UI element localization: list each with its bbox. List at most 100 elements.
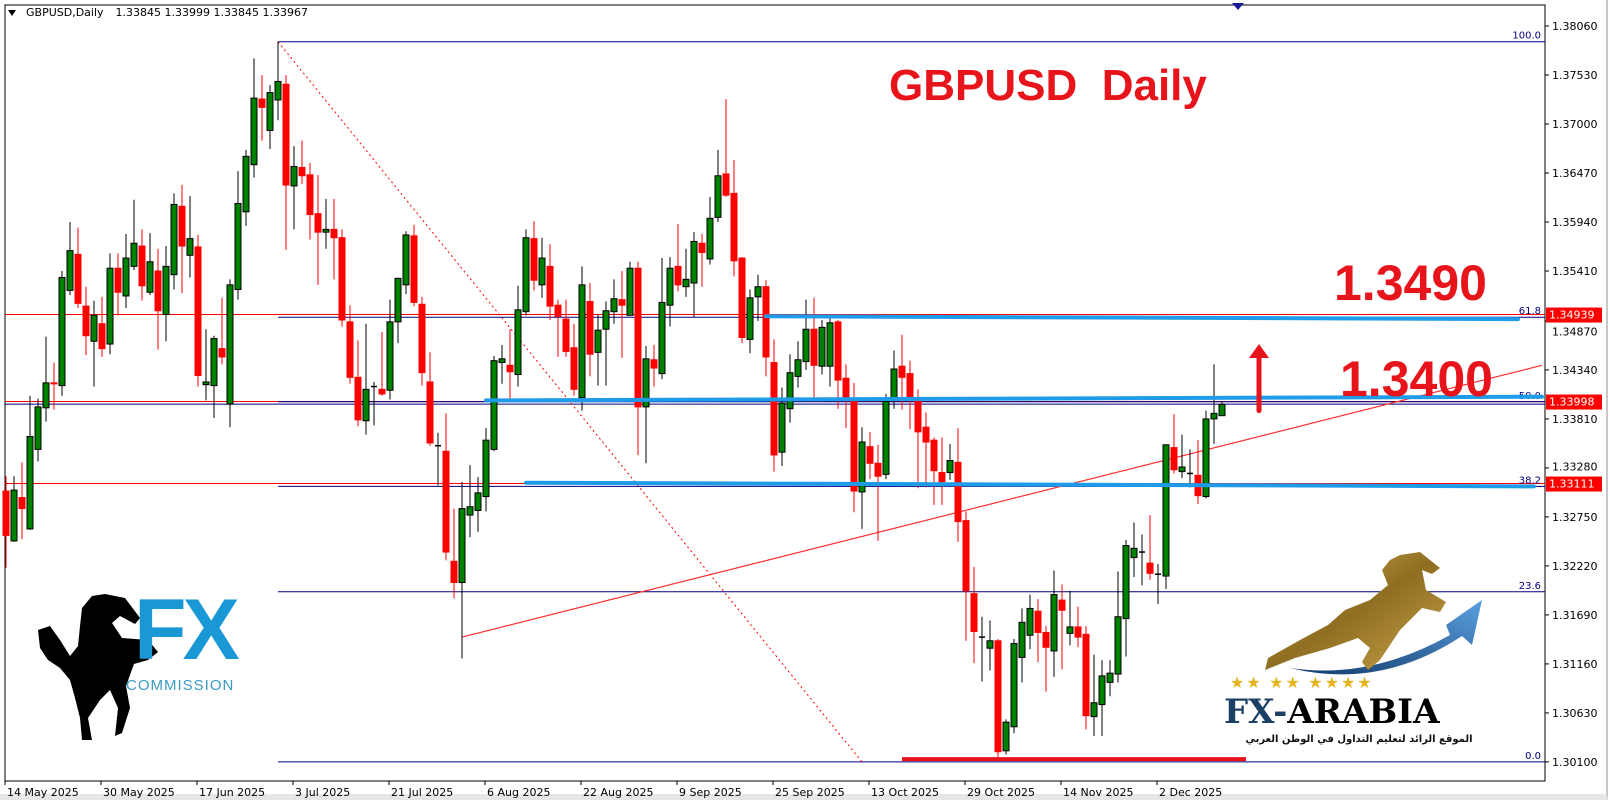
candle-body [970,593,978,633]
candle-body [354,376,362,421]
candle-body [826,322,834,367]
candle [426,352,434,446]
candle-body [818,326,826,367]
candle [866,431,874,480]
candle [122,234,130,308]
candle [626,261,634,316]
candle-body [538,257,546,286]
candle-body [450,560,458,584]
candle-body [122,257,130,297]
candle-body [474,492,482,511]
y-tick-label: 1.32220 [1552,560,1598,573]
candle-body [442,450,450,553]
target-price-annotation: 1.3490 [1334,255,1487,311]
candle-body [778,402,786,453]
candles [2,41,1226,758]
candle [1162,444,1170,590]
y-tick-label: 1.37000 [1552,118,1598,131]
candle [962,511,970,641]
candle-body [490,360,498,450]
y-tick-label: 1.30630 [1552,707,1598,720]
candle [74,227,82,308]
candle-body [554,304,562,317]
candle-body [1042,631,1050,648]
candle [850,382,858,513]
candle-body [834,321,842,381]
candle [538,237,546,298]
candle [450,508,458,599]
x-tick-label: 22 Aug 2025 [583,786,653,799]
candle-body [1098,675,1106,706]
menu-triangle-icon[interactable] [8,9,16,16]
candle-body [90,314,98,342]
y-tick-label: 1.33810 [1552,413,1598,426]
candle-body [82,305,90,337]
candle [282,74,290,250]
candle-body [482,439,490,498]
candle [714,149,722,222]
candle-body [498,358,506,364]
candle-body [226,284,234,405]
fx-arabia-tagline: الموقع الرائد لتعليم التداول في الوطن ال… [1245,734,1473,745]
candle [1114,571,1122,683]
candle [58,270,66,396]
candle-body [586,301,594,355]
candle [42,336,50,422]
candle [490,356,498,452]
candle [618,270,626,358]
candle [378,332,386,396]
candle [722,99,730,198]
candle-body [50,382,58,385]
up-arrow-head-icon [1249,344,1269,359]
fx-arabia-logo: ★★ ★★ ★★★★ FX-ARABIA الموقع الرائد لتعلي… [1224,530,1500,760]
candle [210,335,218,418]
candle [298,140,306,185]
candle-body [762,286,770,358]
x-tick-label: 29 Oct 2025 [967,786,1035,799]
candle-body [570,347,578,390]
y-tick-label: 1.37530 [1552,69,1598,82]
candle [786,354,794,423]
candle [994,638,1002,758]
candle [802,299,810,370]
candle-body [194,246,202,376]
candle-body [770,362,778,456]
candle [642,345,650,464]
candle-body [850,400,858,492]
candle-body [66,250,74,291]
candle [690,232,698,318]
candle-body [1090,702,1098,718]
candle-body [938,472,946,483]
candle-body [1010,643,1018,728]
candle [730,160,738,277]
candle [18,462,26,540]
candle-body [322,228,330,233]
candle-body [258,98,266,108]
candle-body [298,166,306,177]
candle-body [218,348,226,358]
candle [154,248,162,350]
candle [1090,654,1098,737]
candle [1002,719,1010,755]
x-tick-label: 14 Nov 2025 [1063,786,1133,799]
candle-body [666,267,674,306]
candle [1066,590,1074,646]
candle [1146,515,1154,580]
candle-body [514,309,522,376]
candle-body [562,318,570,352]
candle [314,174,322,285]
candle-body [154,270,162,312]
candle-body [1210,412,1218,420]
y-tick-label: 1.34340 [1552,364,1598,377]
price-label-box [1546,394,1602,410]
candle [634,261,642,455]
candle [674,223,682,292]
candle [170,193,178,290]
x-tick-label: 25 Sep 2025 [775,786,845,799]
candle-body [18,496,26,510]
candle-body [738,257,746,339]
candle [554,299,562,357]
candle [578,266,586,411]
candle-body [146,261,154,293]
x-tick-label: 21 Jul 2025 [391,786,453,799]
